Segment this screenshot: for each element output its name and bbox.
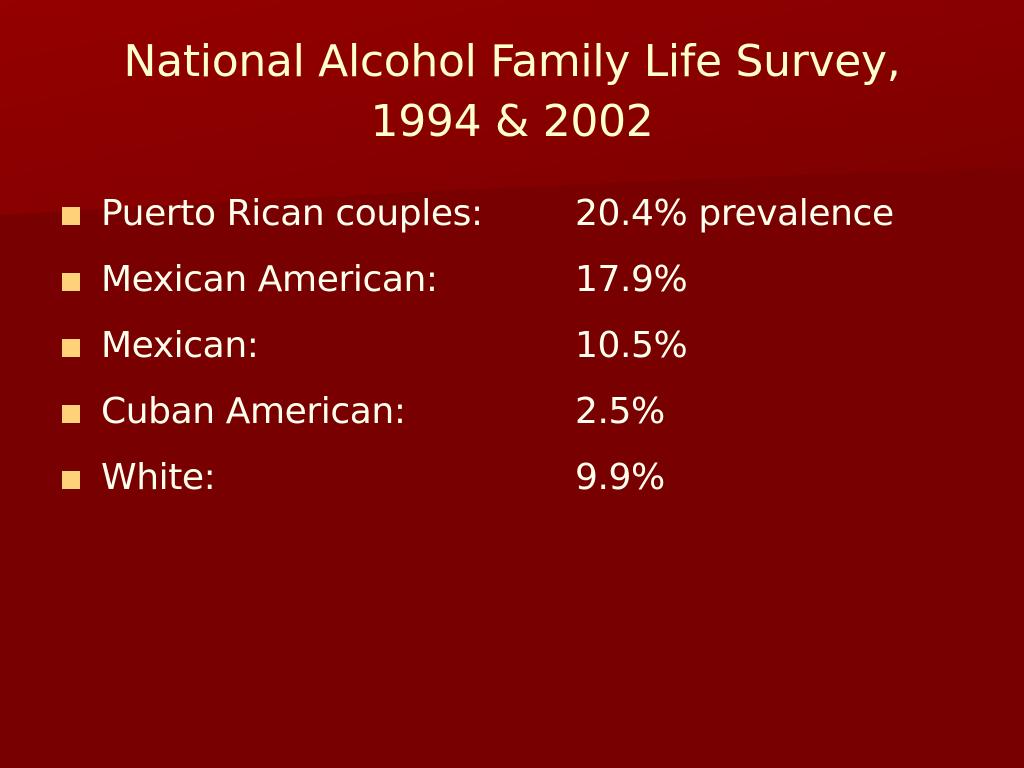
bullet-label: Mexican: — [101, 325, 259, 366]
slide-title: National Alcohol Family Life Survey, 199… — [0, 32, 1024, 152]
square-bullet-icon — [62, 273, 80, 291]
bullet-label: Cuban American: — [101, 391, 406, 432]
bullet-value: 10.5% — [575, 325, 688, 366]
bullet-value: 2.5% — [575, 391, 665, 432]
bullet-item-white: White: 9.9% — [62, 451, 1002, 517]
slide-title-line-2: 1994 & 2002 — [370, 96, 654, 147]
bullet-value: 20.4% prevalence — [575, 193, 894, 234]
square-bullet-icon — [62, 339, 80, 357]
bullet-value: 17.9% — [575, 259, 688, 300]
bullet-list: Puerto Rican couples: 20.4% prevalence M… — [62, 187, 1002, 517]
bullet-item-mexican-american: Mexican American: 17.9% — [62, 253, 1002, 319]
bullet-item-mexican: Mexican: 10.5% — [62, 319, 1002, 385]
bullet-label: Mexican American: — [101, 259, 438, 300]
bullet-label: Puerto Rican couples: — [101, 193, 483, 234]
slide-title-line-1: National Alcohol Family Life Survey, — [123, 36, 901, 87]
square-bullet-icon — [62, 471, 80, 489]
square-bullet-icon — [62, 405, 80, 423]
bullet-item-puerto-rican: Puerto Rican couples: 20.4% prevalence — [62, 187, 1002, 253]
bullet-item-cuban-american: Cuban American: 2.5% — [62, 385, 1002, 451]
bullet-value: 9.9% — [575, 457, 665, 498]
square-bullet-icon — [62, 207, 80, 225]
bullet-label: White: — [101, 457, 216, 498]
